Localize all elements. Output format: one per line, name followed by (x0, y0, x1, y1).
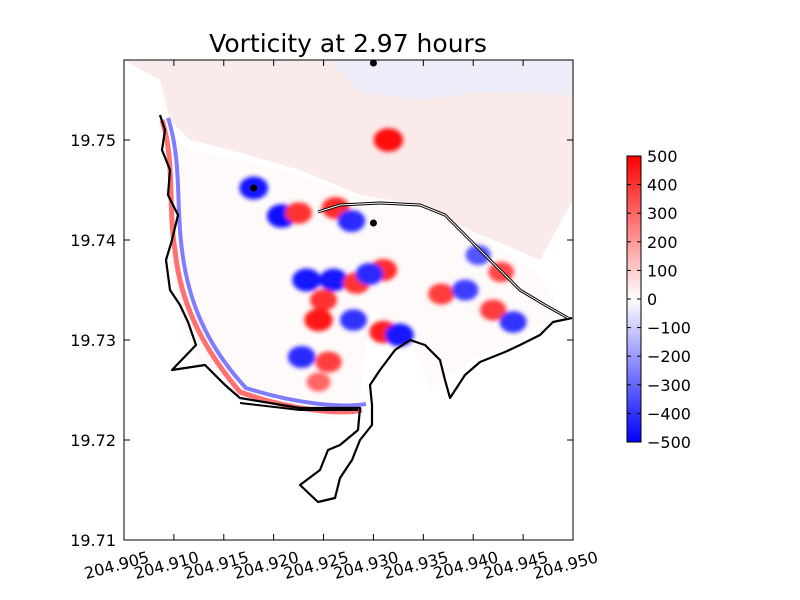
vortex (315, 351, 342, 373)
y-tick-label: 19.73 (70, 331, 116, 350)
vortex (292, 268, 321, 292)
colorbar-tick-label: −400 (647, 404, 691, 423)
vortex (304, 308, 333, 332)
breakwater-outline (317, 202, 569, 319)
y-axis: 19.71 19.72 19.73 19.74 19.75 (70, 131, 573, 550)
vortex (428, 283, 455, 305)
colorbar-tick-label: −300 (647, 376, 691, 395)
vortex (337, 209, 366, 233)
colorbar-tick-label: 300 (647, 204, 678, 223)
vortex (287, 345, 316, 369)
station-marker (369, 219, 377, 227)
vortex (499, 311, 527, 333)
vortex (306, 372, 331, 392)
y-tick-label: 19.72 (70, 431, 116, 450)
vortex (479, 299, 507, 321)
ocean-noise-field-blue (330, 60, 573, 100)
vortex (339, 309, 367, 331)
y-tick-label: 19.71 (70, 531, 116, 550)
vortex (465, 244, 491, 266)
plot-area (124, 60, 573, 540)
y-tick-label: 19.75 (70, 131, 116, 150)
y-tick-label: 19.74 (70, 231, 116, 250)
vortex (355, 262, 384, 286)
vortex (384, 323, 414, 347)
colorbar-tick-label: −200 (647, 347, 691, 366)
coastline (158, 114, 573, 504)
harbor-pier (239, 402, 358, 411)
colorbar-tick-label: 200 (647, 233, 678, 252)
vortex (373, 128, 404, 152)
ocean-noise-field (124, 60, 573, 260)
colorbar-tick-label: −500 (647, 433, 691, 452)
colorbar-tick-label: 0 (647, 290, 657, 309)
plot-frame (123, 59, 574, 541)
coastline-shelf-edge-blue (166, 117, 367, 408)
colorbar-tick-label: 100 (647, 261, 678, 280)
vortex (319, 268, 348, 292)
vortex (452, 279, 479, 301)
colorbar-ticks: 500 400 300 200 100 0 −100 −200 −300 −400 −500 (627, 147, 691, 452)
vortex (285, 202, 313, 224)
marker-layer (250, 60, 377, 227)
colorbar-tick-label: 400 (647, 176, 678, 195)
colorbar-tick-label: −100 (647, 319, 691, 338)
vortex-layer (239, 128, 527, 392)
station-marker (250, 184, 258, 192)
chart-title: Vorticity at 2.97 hours (209, 29, 487, 58)
vortex (310, 289, 338, 311)
colorbar-tick-label: 500 (647, 147, 678, 166)
